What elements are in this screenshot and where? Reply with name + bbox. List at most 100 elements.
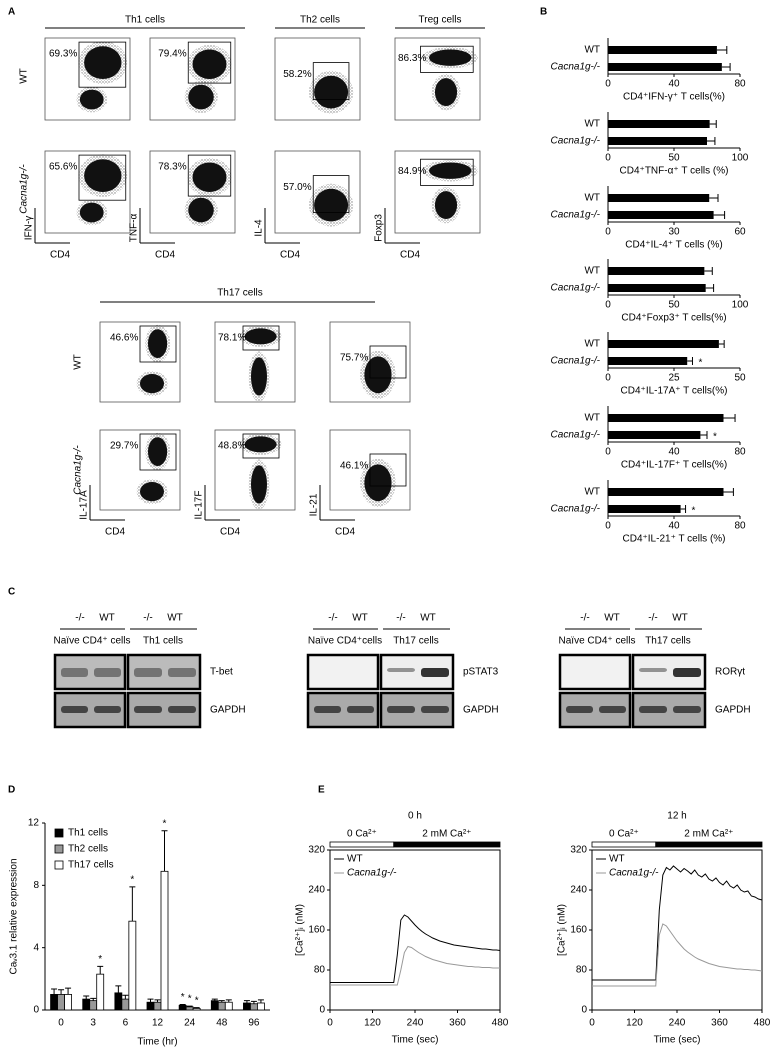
gate [139,325,177,363]
x-axis-label: CD4⁺TNF-α⁺ T cells (%) [620,166,729,177]
x-tick-label: 480 [492,1018,509,1029]
legend-label: Cacna1g-/- [347,868,397,879]
data-line [592,923,763,987]
group-title: Th2 cells [300,15,340,26]
legend-swatch [54,844,64,854]
flow-plot-frame [44,37,131,121]
error-bar [718,340,725,348]
category-label: WT [584,266,600,277]
gate-percent: 75.7% [340,353,368,364]
y-tick-label: 80 [576,965,588,976]
gate-percent: 78.3% [158,162,186,173]
error-bar [716,46,728,54]
group-title: Th1 cells [125,15,165,26]
gate-percent: 79.4% [158,49,186,60]
gate [78,154,127,201]
protein-label: pSTAT3 [463,667,499,678]
flow-x-label: CD4 [280,250,300,261]
error-bar [680,505,687,513]
chart-title: 12 h [667,811,686,822]
cell-cluster-core [188,197,214,223]
flow-x-label: CD4 [220,527,240,538]
blot-band [673,668,701,677]
error-bar [211,998,218,1001]
error-bar [243,1000,250,1003]
significance-star: * [692,506,696,517]
phase-label: 0 Ca²⁺ [609,829,639,840]
bar [50,994,58,1011]
data-line [330,914,501,983]
bar [608,46,717,54]
error-bar [704,267,713,275]
cell-cluster-core [314,75,349,109]
blot-band [314,706,341,713]
gate-percent: 29.7% [110,441,138,452]
blot-band [168,706,196,713]
x-tick-label: 25 [668,373,680,384]
y-tick-label: 0 [319,1005,325,1016]
flow-plot-frame [274,150,361,234]
error-bar [97,965,104,975]
y-tick-label: 240 [570,885,587,896]
x-tick-label: 48 [216,1018,228,1029]
group-label: Naïve CD4⁺cells [308,636,382,647]
error-bar [218,1000,225,1003]
protein-label: RORγt [715,667,745,678]
x-tick-label: 0 [605,153,611,164]
category-label: WT [584,119,600,130]
x-tick-label: 60 [734,227,746,238]
legend-swatch [54,828,64,838]
y-tick-label: 240 [308,885,325,896]
bar [192,1008,201,1011]
bar [217,1001,226,1011]
gate-percent: 78.1% [218,333,246,344]
lane-label: -/- [328,613,337,624]
cell-cluster-core [364,464,392,502]
bar [210,1000,219,1011]
blot-band [134,668,162,677]
x-tick-label: 40 [668,79,680,90]
gate-percent: 48.8% [218,441,246,452]
gate [312,175,350,213]
blot-band [387,706,415,713]
gate [312,62,350,100]
error-bar [225,999,232,1003]
bar [57,994,65,1011]
flow-plot-frame [214,429,296,511]
x-axis-label: CD4⁺IL-17A⁺ T cells(%) [621,386,728,397]
error-bar [257,999,264,1003]
flow-plot-frame [329,429,411,511]
x-tick-label: 0 [605,521,611,532]
category-label: Cacna1g-/- [551,356,601,367]
protein-label: GAPDH [715,705,751,716]
blot-band [639,668,667,672]
phase-bar [655,841,763,848]
flow-plot-frame [394,150,481,234]
cell-cluster-core [434,191,458,220]
lane-label: -/- [143,613,152,624]
x-tick-label: 3 [90,1018,96,1029]
category-label: Cacna1g-/- [551,283,601,294]
flow-x-label: CD4 [105,527,125,538]
bar [121,998,130,1011]
legend-label: Cacna1g-/- [609,868,659,879]
data-line [592,865,763,981]
gate [187,41,232,84]
cell-cluster-core [79,89,104,110]
gate [78,41,127,88]
blot-band [599,706,626,713]
blot-band [387,668,415,672]
lane-label: -/- [648,613,657,624]
error-bar [83,995,90,1000]
bar [224,1001,233,1011]
blot-band [61,668,88,677]
phase-label: 2 mM Ca²⁺ [684,829,733,840]
y-axis-label: Caᵥ3.1 relative expression [9,858,20,974]
gate-percent: 86.3% [398,53,426,64]
cell-cluster-core [314,188,349,222]
group-title: Treg cells [419,15,462,26]
cell-cluster-core [192,49,227,79]
x-tick-label: 0 [327,1018,333,1029]
flow-plot-frame [394,37,481,121]
bar [146,1001,155,1011]
